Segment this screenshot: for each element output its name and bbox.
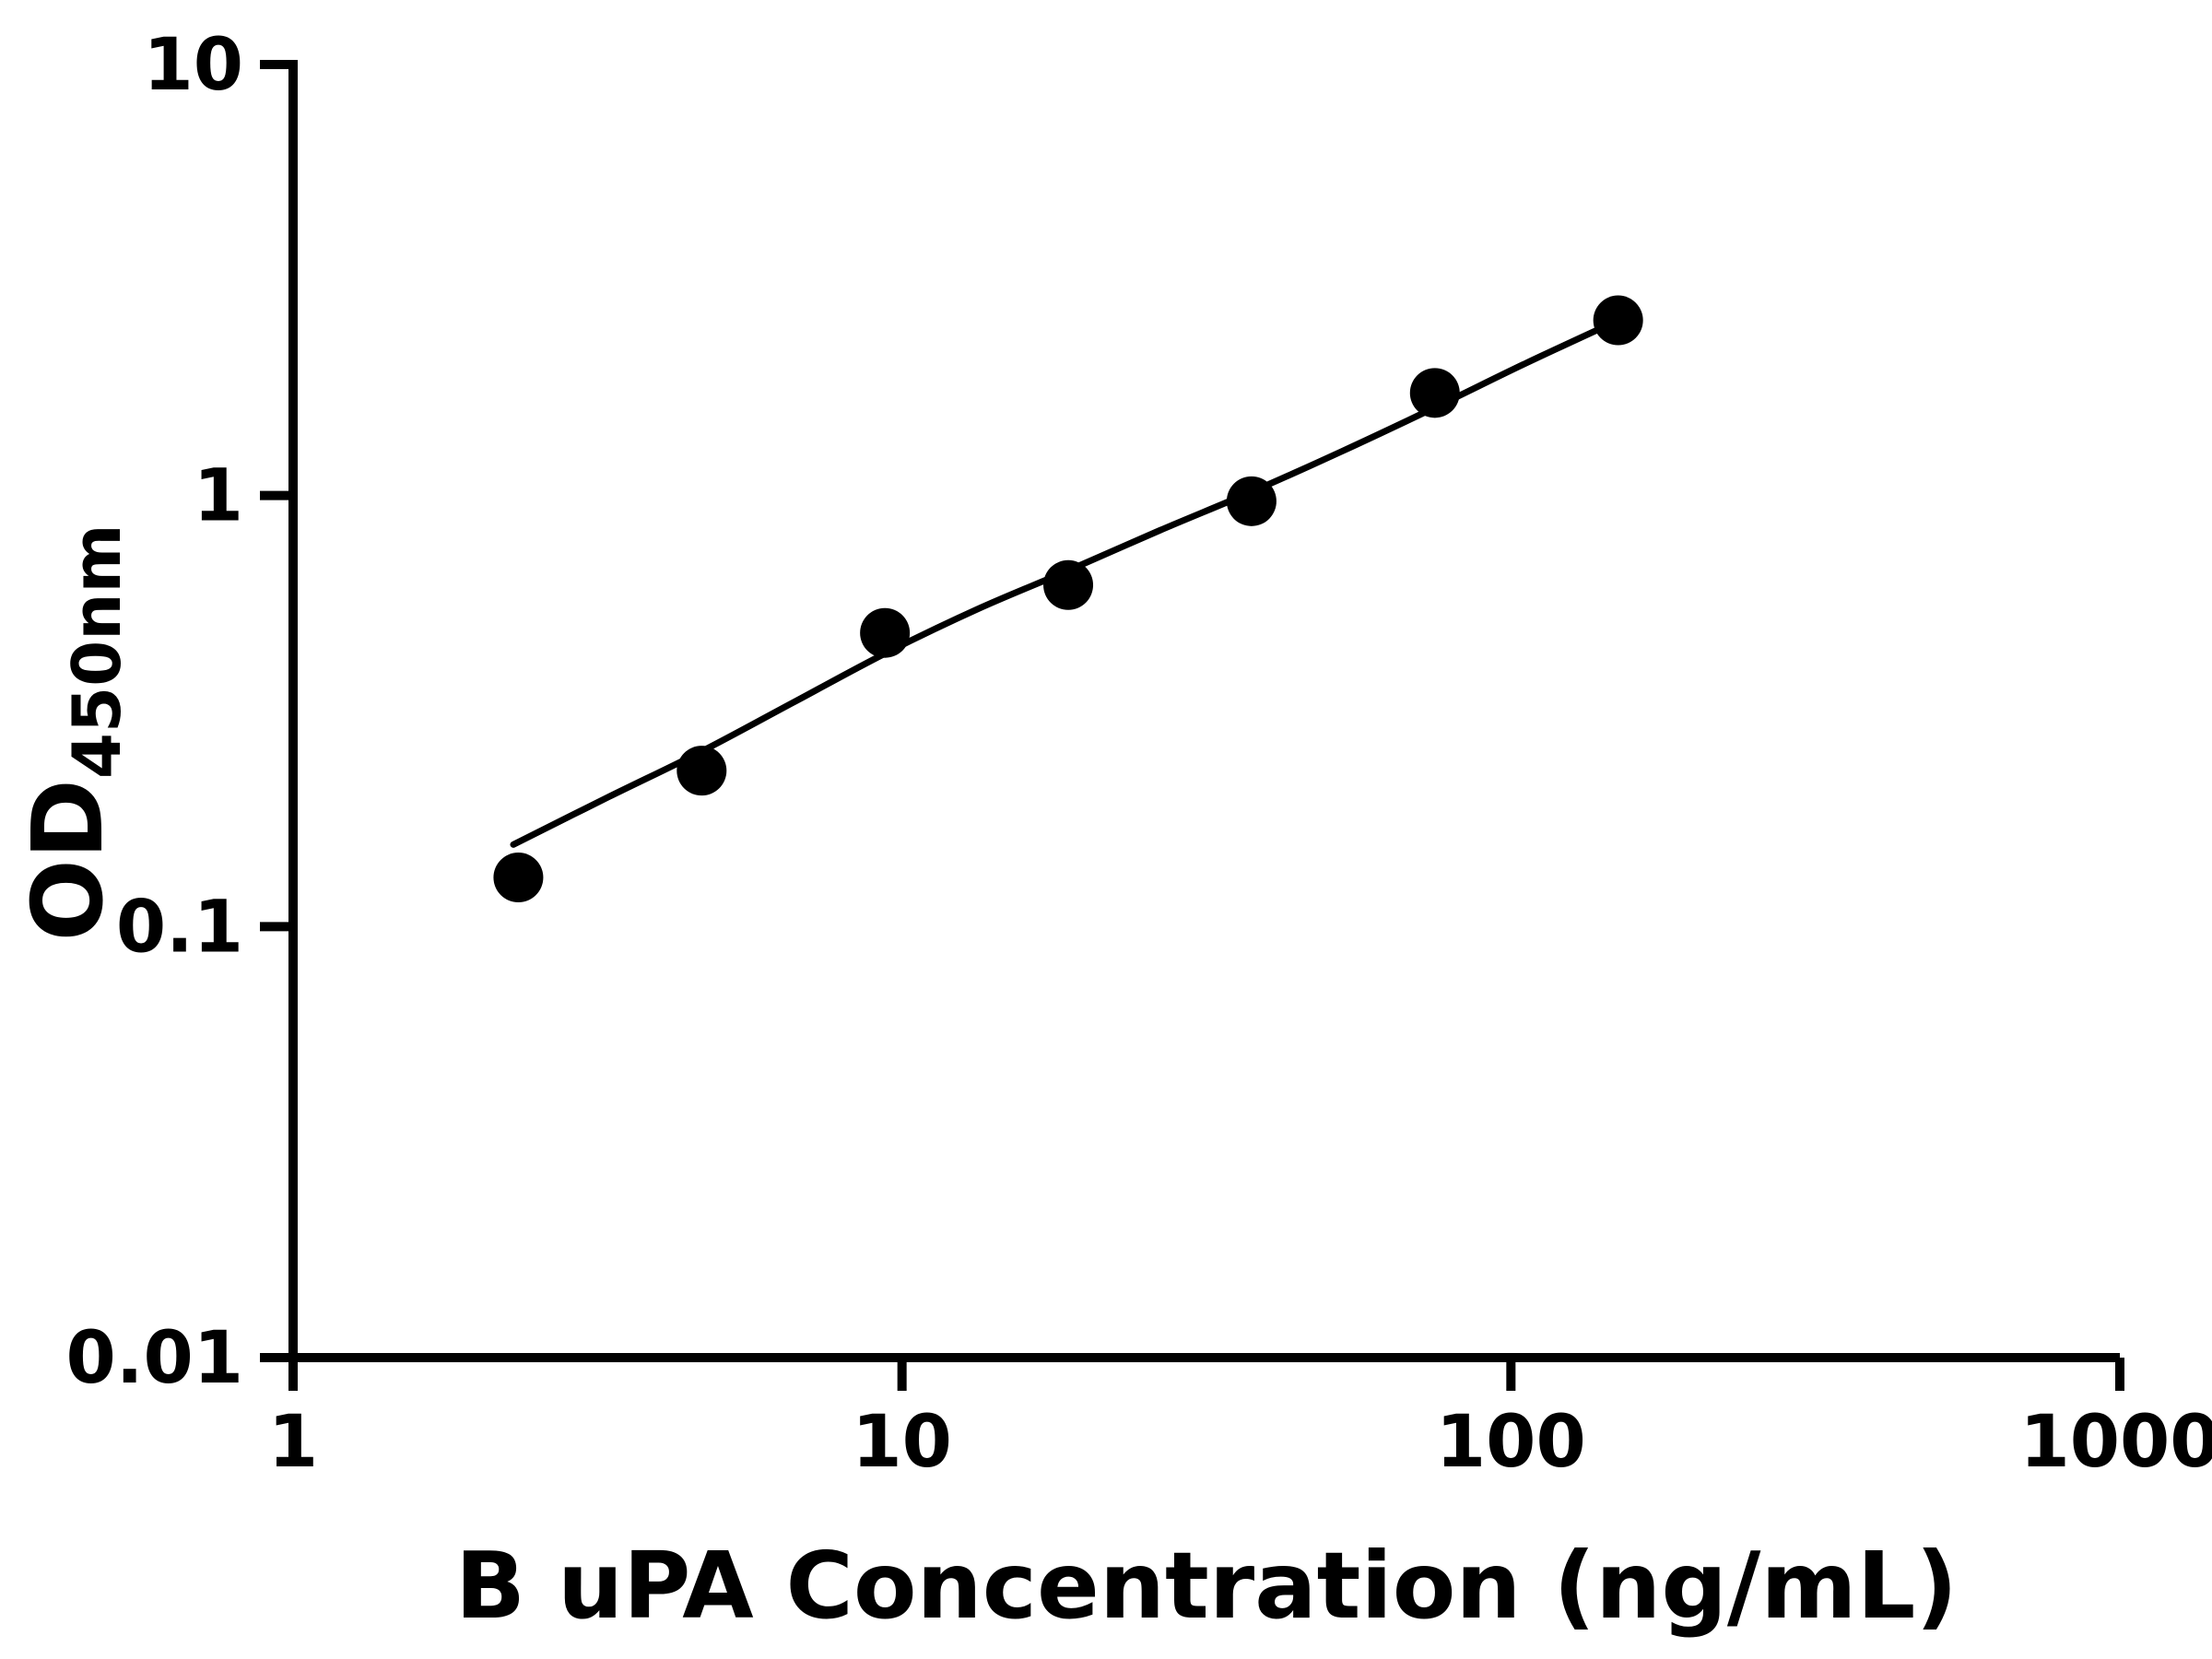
data-point [860, 607, 911, 658]
data-point [1226, 476, 1277, 526]
x-axis-tick-label: 10 [852, 1401, 952, 1484]
y-axis-title-sub: 450nm [58, 524, 135, 780]
axes-frame [288, 60, 2120, 1362]
data-point [493, 853, 544, 903]
y-axis-tick-label: 1 [194, 455, 243, 538]
x-axis-tick-label: 1 [268, 1401, 318, 1484]
x-axis-tick-label: 100 [1436, 1401, 1586, 1484]
data-point [1043, 559, 1094, 610]
y-axis-tick-label: 0.1 [116, 886, 243, 969]
x-axis-title: B uPA Concentration (ng/mL) [455, 1532, 1958, 1640]
y-axis-title-main: OD [12, 779, 124, 941]
data-point [677, 746, 727, 796]
x-axis-tick-label: 1000 [2019, 1401, 2212, 1484]
data-point [1593, 295, 1643, 346]
y-axis-tick-label: 0.01 [66, 1317, 243, 1400]
y-axis-tick-label: 10 [143, 24, 243, 107]
data-point [1409, 368, 1460, 418]
y-axis-title: OD450nm [12, 524, 135, 942]
